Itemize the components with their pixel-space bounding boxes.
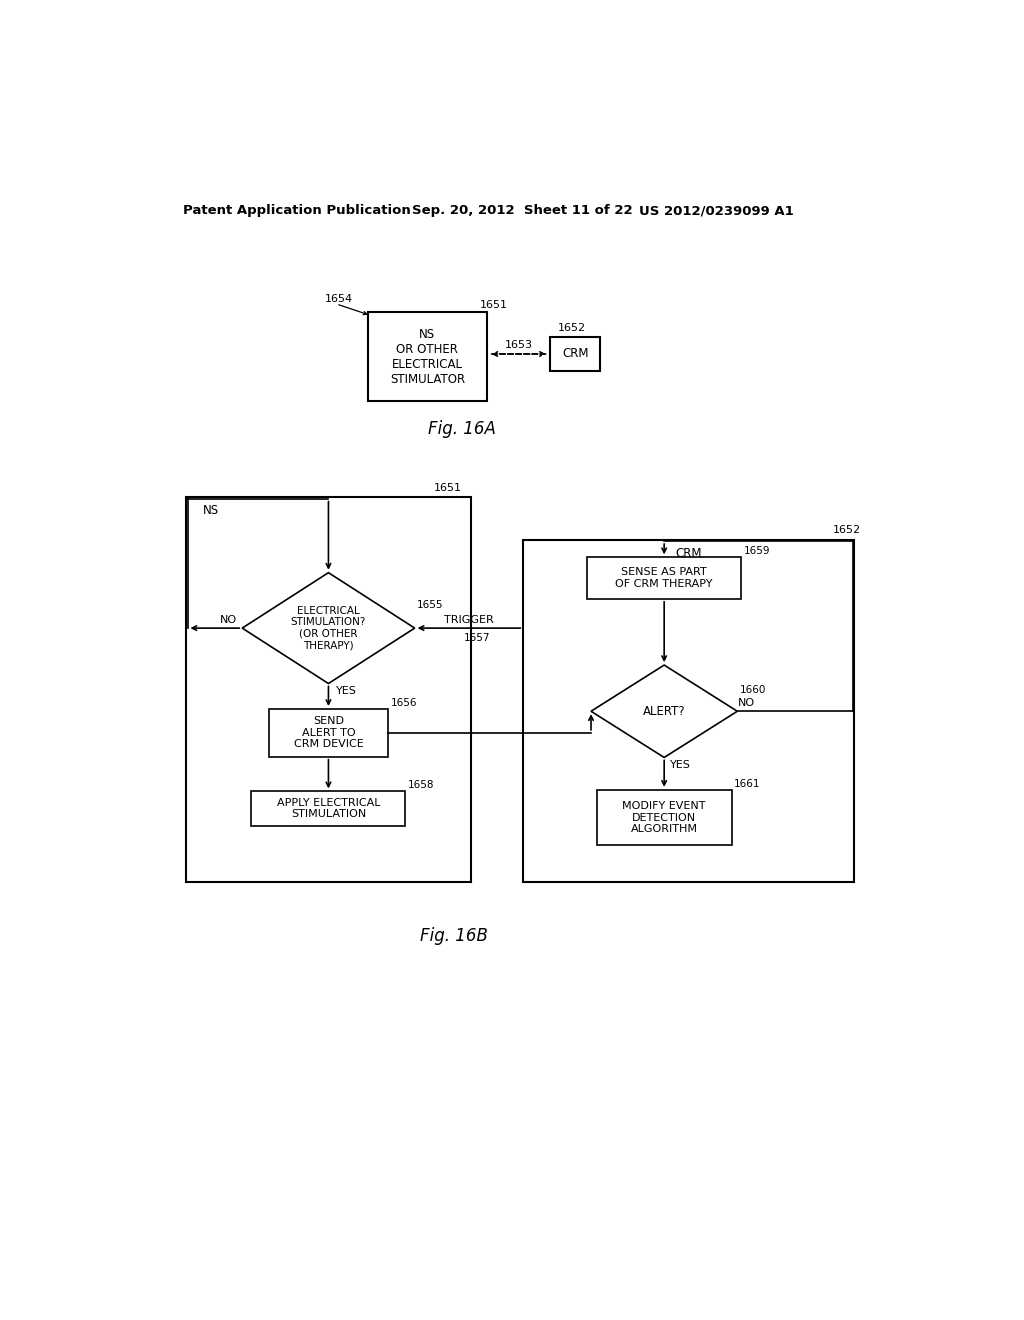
Text: 1651: 1651 — [479, 300, 507, 310]
Bar — [597, 789, 731, 845]
Bar — [523, 540, 854, 882]
Text: 1652: 1652 — [833, 525, 861, 536]
Text: 1658: 1658 — [408, 780, 434, 791]
Bar — [252, 792, 406, 826]
Text: ELECTRICAL
STIMULATION?
(OR OTHER
THERAPY): ELECTRICAL STIMULATION? (OR OTHER THERAP… — [291, 606, 367, 651]
Bar — [186, 498, 471, 882]
Polygon shape — [591, 665, 737, 758]
Text: 1661: 1661 — [734, 779, 761, 788]
Text: NS: NS — [203, 504, 219, 517]
Text: MODIFY EVENT
DETECTION
ALGORITHM: MODIFY EVENT DETECTION ALGORITHM — [623, 801, 706, 834]
Text: 1660: 1660 — [739, 685, 766, 694]
Text: NS
OR OTHER
ELECTRICAL
STIMULATOR: NS OR OTHER ELECTRICAL STIMULATOR — [390, 327, 465, 385]
Text: ALERT?: ALERT? — [643, 705, 685, 718]
Text: 1652: 1652 — [558, 323, 586, 333]
Bar — [368, 313, 487, 401]
Text: 1656: 1656 — [390, 698, 417, 708]
Text: APPLY ELECTRICAL
STIMULATION: APPLY ELECTRICAL STIMULATION — [276, 797, 380, 820]
Text: Fig. 16A: Fig. 16A — [428, 421, 496, 438]
Text: CRM: CRM — [676, 546, 702, 560]
Bar — [268, 709, 388, 756]
Text: CRM: CRM — [562, 347, 589, 360]
Text: YES: YES — [671, 760, 691, 770]
Text: Patent Application Publication: Patent Application Publication — [183, 205, 411, 218]
Text: NO: NO — [738, 698, 755, 708]
Text: Fig. 16B: Fig. 16B — [420, 927, 487, 945]
Text: 1653: 1653 — [505, 339, 532, 350]
Text: US 2012/0239099 A1: US 2012/0239099 A1 — [639, 205, 794, 218]
Text: 1657: 1657 — [464, 634, 489, 643]
Text: TRIGGER: TRIGGER — [444, 615, 494, 624]
Text: 1651: 1651 — [434, 483, 462, 492]
Text: YES: YES — [336, 686, 357, 696]
Text: NO: NO — [220, 615, 237, 624]
Text: Sep. 20, 2012  Sheet 11 of 22: Sep. 20, 2012 Sheet 11 of 22 — [412, 205, 632, 218]
Text: SEND
ALERT TO
CRM DEVICE: SEND ALERT TO CRM DEVICE — [294, 717, 364, 750]
Bar — [550, 337, 600, 371]
Polygon shape — [243, 573, 415, 684]
Text: SENSE AS PART
OF CRM THERAPY: SENSE AS PART OF CRM THERAPY — [615, 568, 713, 589]
Text: 1659: 1659 — [743, 546, 770, 556]
Bar — [587, 557, 741, 599]
Text: 1655: 1655 — [417, 601, 443, 610]
Text: 1654: 1654 — [325, 294, 352, 305]
